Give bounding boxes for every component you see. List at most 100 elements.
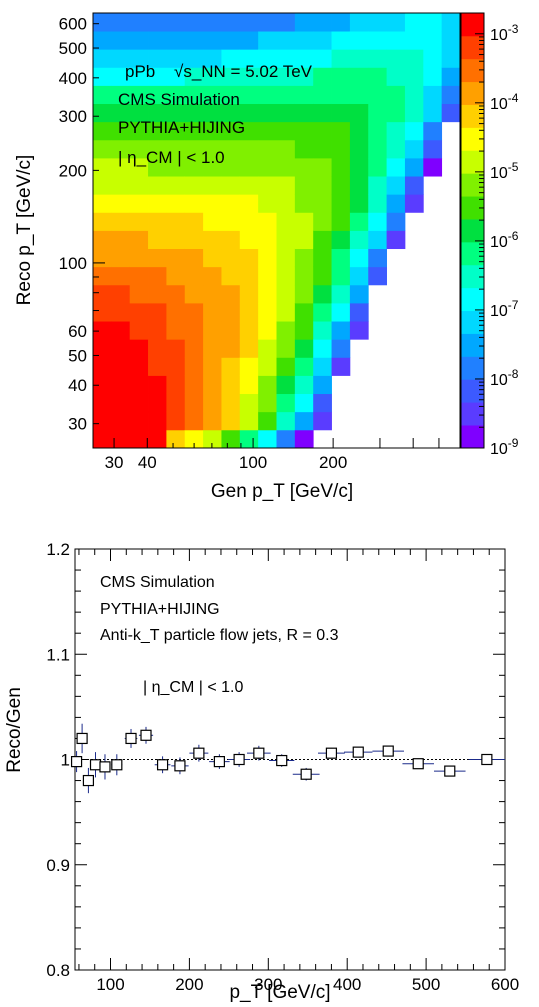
heatmap-cell (166, 375, 186, 395)
heatmap-cell (404, 139, 424, 159)
heatmap-cell (331, 284, 351, 304)
heatmap-cell (111, 85, 131, 105)
heatmap-cell (111, 321, 131, 340)
colorbar-band (461, 356, 484, 380)
heatmap-cell (313, 321, 332, 340)
heatmap-cell (166, 13, 186, 32)
heatmap-cell (184, 411, 204, 431)
marker (89, 759, 102, 771)
heatmap-cell (294, 303, 314, 322)
heatmap-cell (313, 230, 332, 250)
heatmap-cell (368, 266, 387, 286)
annotation-jets: Anti-k_T particle flow jets, R = 0.3 (100, 627, 339, 644)
annotation-energy: √s_NN = 5.02 TeV (174, 62, 313, 81)
colorbar-band (461, 425, 484, 449)
ratio-points (70, 723, 505, 794)
heatmap-cell (331, 67, 351, 86)
heatmap-cell (221, 339, 241, 358)
heatmap-cell (258, 194, 277, 213)
heatmap-cell (129, 121, 149, 141)
x-tick-label: 30 (105, 453, 124, 472)
heatmap-cell (386, 13, 406, 32)
heatmap-cell (166, 194, 186, 213)
data-point (209, 754, 230, 769)
heatmap-cell (349, 176, 369, 195)
heatmap-cell (331, 49, 351, 68)
colorbar-tick-label: 10-3 (490, 22, 519, 44)
heatmap-cell (331, 31, 351, 50)
heatmap-cell (349, 67, 369, 86)
heatmap-cell (111, 357, 131, 376)
heatmap-cell (166, 139, 186, 159)
heatmap-cell (386, 49, 406, 68)
colorbar-band (461, 127, 484, 151)
heatmap-cell (258, 375, 277, 395)
colorbar-band (461, 379, 484, 403)
heatmap-cell (111, 411, 131, 431)
heatmap-cell (368, 67, 387, 86)
heatmap-cell (313, 103, 332, 123)
heatmap-cell (349, 139, 369, 159)
heatmap-cell (294, 176, 314, 195)
heatmap-cell (166, 339, 186, 358)
heatmap-cell (148, 429, 167, 449)
heatmap-cell (221, 103, 241, 123)
heatmap-cell (203, 393, 222, 413)
heatmap-cells (93, 13, 461, 449)
heatmap-cell (184, 284, 204, 304)
heatmap-cell (331, 266, 351, 286)
heatmap-cell (148, 339, 167, 358)
heatmap-cell (93, 103, 112, 123)
heatmap-cell (184, 103, 204, 123)
marker (213, 756, 225, 768)
heatmap-cell (441, 13, 461, 32)
heatmap-cell (221, 284, 241, 304)
colorbar-band (461, 58, 484, 83)
heatmap-cell (93, 357, 112, 376)
heatmap-cell (166, 212, 186, 231)
heatmap-cell (239, 158, 259, 177)
annotation-generator: PYTHIA+HIJING (100, 601, 220, 618)
heatmap-cell (111, 121, 131, 141)
heatmap-cell (404, 194, 424, 213)
heatmap-cell (313, 176, 332, 195)
heatmap-cell (423, 121, 443, 141)
heatmap-cell (93, 321, 112, 340)
heatmap-cell (166, 393, 186, 413)
heatmap-cell (166, 248, 186, 268)
heatmap-cell (276, 411, 296, 431)
heatmap-cell (239, 321, 259, 340)
heatmap-cell (386, 139, 406, 159)
heatmap-cell (129, 248, 149, 268)
heatmap-cell (258, 49, 277, 68)
matrix-x-ticks: 30 40 100 200 (105, 438, 461, 472)
heatmap-cell (313, 284, 332, 304)
heatmap-cell (423, 67, 443, 86)
heatmap-cell (93, 266, 112, 286)
heatmap-cell (368, 230, 387, 250)
heatmap-cell (239, 411, 259, 431)
heatmap-cell (404, 85, 424, 105)
heatmap-cell (184, 85, 204, 105)
heatmap-cell (203, 375, 222, 395)
heatmap-cell (276, 67, 296, 86)
heatmap-cell (166, 158, 186, 177)
heatmap-cell (184, 212, 204, 231)
heatmap-cell (148, 13, 167, 32)
heatmap-cell (349, 212, 369, 231)
heatmap-cell (203, 230, 222, 250)
x-tick-label: 400 (333, 975, 361, 994)
colorbar-frame (460, 12, 485, 449)
x-tick-label: 100 (96, 975, 124, 994)
heatmap-cell (93, 85, 112, 105)
heatmap-cell (276, 31, 296, 50)
heatmap-cell (239, 176, 259, 195)
marker (444, 765, 456, 777)
heatmap-cell (349, 103, 369, 123)
heatmap-cell (386, 158, 406, 177)
heatmap-cell (423, 49, 443, 68)
marker (111, 759, 123, 771)
data-point (89, 752, 102, 778)
heatmap-cell (276, 103, 296, 123)
